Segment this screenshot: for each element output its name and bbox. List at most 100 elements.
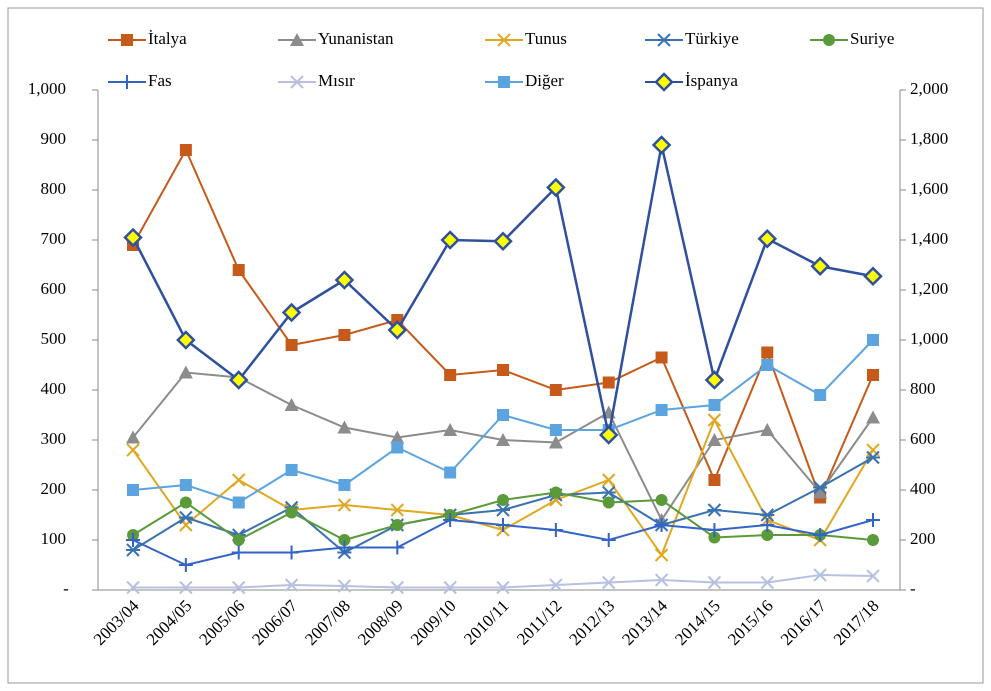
marker: [285, 339, 298, 351]
marker: [334, 270, 355, 290]
marker: [707, 413, 722, 427]
marker: [126, 533, 140, 547]
marker: [497, 364, 509, 376]
marker: [602, 575, 616, 590]
marker: [126, 580, 140, 595]
marker: [866, 410, 880, 424]
marker: [338, 479, 351, 491]
marker: [496, 503, 510, 517]
marker: [176, 330, 196, 350]
marker: [178, 558, 193, 572]
y2-tick-label: 2,000: [910, 79, 948, 98]
legend-label: Suriye: [850, 29, 894, 48]
marker: [228, 370, 249, 390]
marker: [707, 433, 722, 446]
marker: [598, 425, 619, 445]
marker: [284, 578, 299, 592]
legend-item: Türkiye: [645, 29, 739, 48]
marker: [390, 430, 405, 444]
marker: [549, 424, 562, 436]
marker: [546, 177, 566, 198]
marker: [498, 76, 510, 88]
marker: [867, 334, 879, 346]
legend-label: Diğer: [525, 71, 564, 90]
y-tick-label: 300: [41, 429, 67, 448]
marker: [707, 523, 722, 537]
y2-tick-label: 1,200: [910, 279, 948, 298]
y-tick-label: 800: [41, 179, 67, 198]
marker: [823, 34, 835, 46]
marker: [123, 227, 143, 248]
marker: [285, 464, 298, 476]
marker: [496, 580, 510, 595]
legend-label: Türkiye: [685, 29, 739, 48]
marker: [179, 144, 192, 156]
y2-tick-label: 600: [910, 429, 936, 448]
marker: [444, 369, 457, 381]
marker: [178, 510, 193, 525]
marker: [496, 433, 510, 446]
y2-tick-label: 1,000: [910, 329, 948, 348]
marker: [866, 513, 880, 527]
y2-tick-label: 800: [910, 379, 936, 398]
marker: [761, 529, 774, 541]
marker: [179, 580, 193, 595]
marker: [443, 423, 458, 436]
marker: [654, 72, 674, 92]
marker: [814, 389, 827, 401]
marker: [284, 398, 299, 411]
y-tick-label: 400: [41, 379, 67, 398]
marker: [338, 534, 351, 546]
marker: [497, 33, 511, 47]
legend-label: İtalya: [148, 29, 187, 48]
marker: [549, 486, 562, 499]
legend-item: Tunus: [485, 29, 567, 48]
marker: [126, 443, 140, 457]
marker: [337, 579, 352, 593]
marker: [126, 430, 140, 444]
marker: [708, 474, 721, 486]
marker: [440, 230, 460, 250]
marker: [549, 578, 563, 592]
y-tick-label: 700: [41, 229, 67, 248]
marker: [390, 580, 404, 595]
marker: [390, 540, 405, 555]
marker: [232, 264, 245, 276]
y-tick-label: 500: [41, 329, 67, 348]
marker: [232, 580, 246, 595]
chart-border: [7, 7, 984, 684]
marker: [337, 498, 352, 512]
marker: [810, 256, 830, 277]
marker: [602, 376, 615, 389]
marker: [655, 494, 668, 506]
marker: [601, 533, 616, 547]
marker: [704, 370, 725, 390]
marker: [387, 320, 408, 340]
y2-tick-label: 200: [910, 529, 936, 548]
marker: [496, 518, 510, 532]
marker: [493, 231, 513, 252]
legend-label: Yunanistan: [318, 29, 394, 48]
marker: [548, 523, 563, 537]
marker: [285, 506, 298, 519]
marker: [232, 534, 245, 546]
marker: [602, 496, 615, 509]
marker: [657, 33, 671, 47]
marker: [602, 473, 616, 487]
marker: [863, 266, 883, 287]
marker: [813, 568, 827, 582]
legend-item: İtalya: [108, 29, 187, 48]
y-tick-label: 100: [41, 529, 67, 548]
marker: [707, 503, 722, 517]
marker: [337, 420, 352, 434]
marker: [443, 580, 457, 595]
marker: [290, 33, 304, 46]
marker: [178, 365, 193, 379]
marker: [707, 575, 722, 590]
marker: [391, 441, 404, 454]
marker: [127, 484, 139, 496]
y2-tick-label: 1,800: [910, 129, 948, 148]
marker: [231, 545, 246, 560]
marker: [120, 75, 134, 89]
marker: [337, 540, 352, 555]
